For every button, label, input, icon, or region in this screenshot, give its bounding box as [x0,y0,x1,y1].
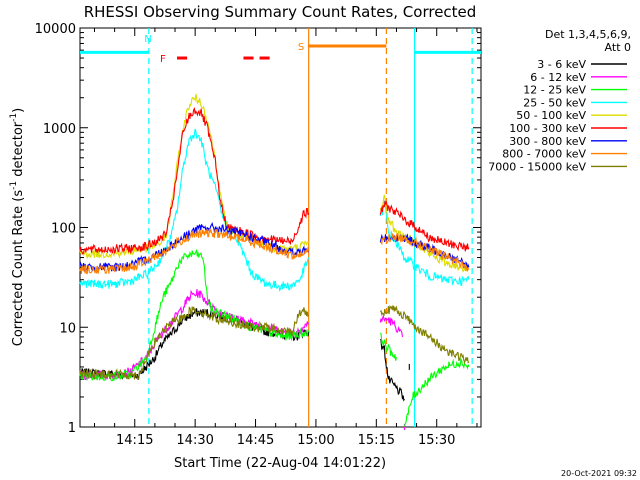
series-line [79,128,310,292]
legend-label: 3 - 6 keV [537,58,586,71]
series-line [379,200,470,286]
plot-area: 1 10 100 1000 10000 14:15 14:30 14:45 15:00 15:15… [35,22,482,448]
series-line [379,338,405,402]
legend-title-line-2: Att 0 [605,41,631,54]
x-tick-label: 14:30 [176,433,213,448]
x-tick-label: 15:15 [358,433,395,448]
series-line [403,357,470,427]
x-tick-label: 15:30 [418,433,455,448]
flag-label: N [144,34,151,45]
x-tick-label: 15:00 [297,433,334,448]
series-line [379,194,470,273]
flag-label: F [160,54,166,65]
legend-label: 100 - 300 keV [509,122,586,135]
y-tick-label: 10000 [35,22,76,37]
flag-label: S [298,42,304,53]
series-line [79,306,309,381]
legend-label: 7000 - 15000 keV [488,160,586,173]
series-line [379,304,470,365]
y-tick-label: 1 [68,421,76,436]
x-axis-label: Start Time (22-Aug-04 14:01:22) [174,456,386,471]
x-tick-label: 14:15 [116,433,153,448]
y-axis-label: Corrected Count Rate (s-1 detector-1) [9,108,26,346]
y-tick-label: 10 [59,321,76,336]
legend-label: 12 - 25 keV [523,84,586,97]
legend-label: 6 - 12 keV [530,71,586,84]
series-line [79,106,310,255]
legend-label: 50 - 100 keV [516,109,586,122]
legend-title-line-1: Det 1,3,4,5,6,9, [545,28,631,41]
series-line [379,332,398,361]
series-line [380,232,470,273]
legend-label: 25 - 50 keV [523,96,586,109]
series-line [379,315,404,337]
chart-title: RHESSI Observing Summary Count Rates, Co… [84,3,477,21]
series-line [79,228,310,275]
footer-timestamp: 20-Oct-2021 09:32 [561,469,637,478]
series-line [379,200,470,252]
y-tick-label: 100 [51,222,76,237]
x-tick-label: 14:45 [237,433,274,448]
y-tick-label: 1000 [43,122,76,137]
legend-label: 800 - 7000 keV [502,148,586,161]
series-line [79,249,310,382]
legend-label: 300 - 800 keV [509,135,586,148]
